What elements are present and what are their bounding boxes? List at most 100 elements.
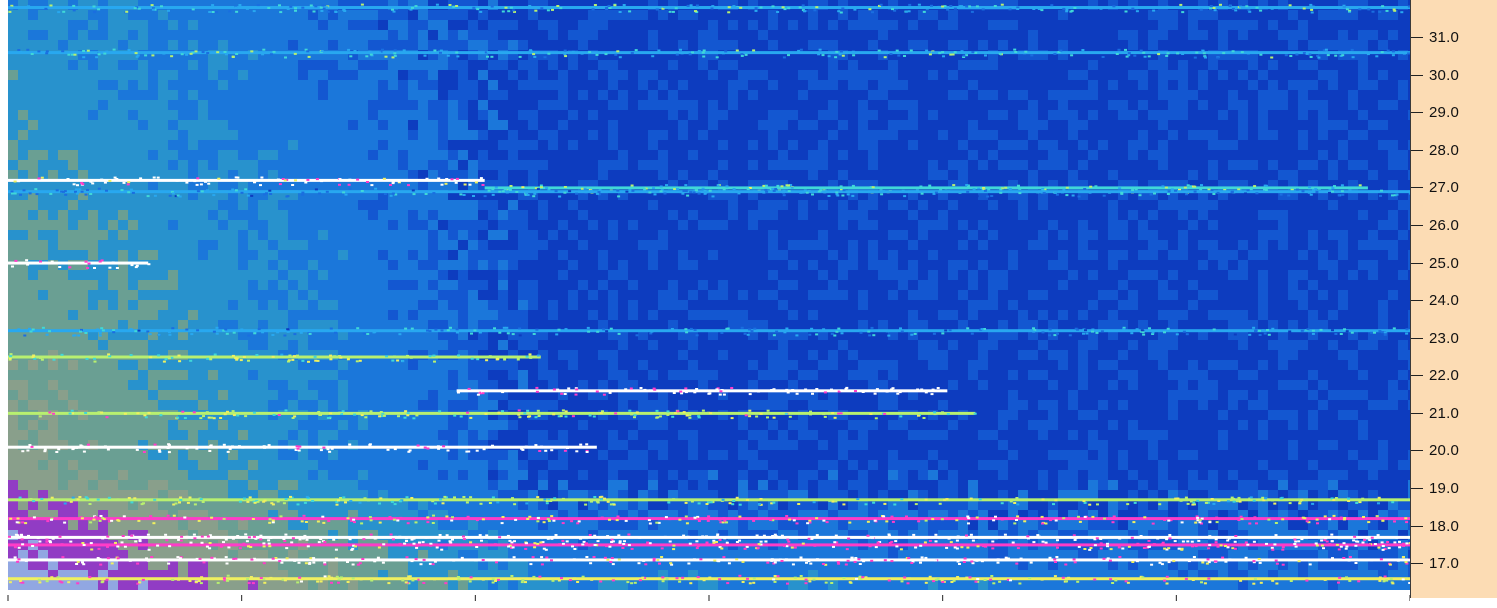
heatmap-cell	[428, 170, 438, 180]
heatmap-cell	[358, 310, 368, 320]
heatmap-cell	[128, 370, 138, 380]
heatmap-cell	[1058, 530, 1068, 540]
heatmap-cell	[218, 250, 228, 260]
heatmap-cell	[578, 180, 588, 190]
heatmap-cell	[918, 40, 928, 50]
heatmap-cell	[298, 330, 308, 340]
heatmap-cell	[378, 160, 388, 170]
heatmap-cell	[138, 90, 148, 100]
heatmap-cell	[868, 20, 878, 30]
heatmap-cell	[1048, 510, 1058, 520]
heatmap-cell	[768, 120, 778, 130]
heatmap-cell	[718, 350, 728, 360]
heatmap-cell	[168, 110, 178, 120]
heatmap-cell	[398, 520, 408, 530]
heatmap-cell	[278, 130, 288, 140]
heatmap-cell	[698, 220, 708, 230]
heatmap-cell	[398, 180, 408, 190]
heatmap-cell	[1328, 550, 1338, 560]
heatmap-cell	[118, 260, 128, 270]
heatmap-cell	[778, 330, 788, 340]
heatmap-cell	[1138, 130, 1148, 140]
heatmap-cell	[998, 280, 1008, 290]
heatmap-cell	[468, 560, 478, 570]
heatmap-cell	[1208, 360, 1218, 370]
heatmap-cell	[1108, 100, 1118, 110]
heatmap-cell	[88, 30, 98, 40]
heatmap-cell	[418, 10, 428, 20]
heatmap-cell	[208, 440, 218, 450]
heatmap-cell	[1078, 250, 1088, 260]
heatmap-cell	[558, 480, 568, 490]
heatmap-cell	[1208, 550, 1218, 560]
heatmap-cell	[828, 280, 838, 290]
heatmap-cell	[278, 250, 288, 260]
heatmap-cell	[918, 430, 928, 440]
heatmap-cell	[648, 200, 658, 210]
heatmap-cell	[818, 510, 828, 520]
heatmap-cell	[858, 70, 868, 80]
heatmap-cell	[68, 520, 78, 530]
heatmap-cell	[308, 420, 318, 430]
heatmap-cell	[1018, 120, 1028, 130]
heatmap-cell	[58, 510, 68, 520]
heatmap-cell	[328, 500, 338, 510]
heatmap-cell	[1178, 180, 1188, 190]
heatmap-cell	[88, 510, 98, 520]
heatmap-cell	[1368, 230, 1378, 240]
heatmap-cell	[1318, 530, 1328, 540]
heatmap-cell	[518, 550, 528, 560]
heatmap-cell	[138, 330, 148, 340]
heatmap-cell	[368, 190, 378, 200]
heatmap-cell	[868, 560, 878, 570]
heatmap-cell	[1028, 170, 1038, 180]
heatmap-cell	[388, 240, 398, 250]
heatmap-cell	[718, 310, 728, 320]
heatmap-cell	[388, 110, 398, 120]
heatmap-cell	[358, 150, 368, 160]
heatmap-cell	[1128, 180, 1138, 190]
heatmap-cell	[1308, 480, 1318, 490]
heatmap-cell	[188, 50, 198, 60]
heatmap-cell	[1028, 240, 1038, 250]
heatmap-cell	[1378, 40, 1388, 50]
heatmap-cell	[218, 450, 228, 460]
heatmap-cell	[1298, 110, 1308, 120]
heatmap-cell	[308, 490, 318, 500]
heatmap-cell	[648, 310, 658, 320]
heatmap-cell	[778, 350, 788, 360]
heatmap-cell	[378, 60, 388, 70]
heatmap-cell	[828, 560, 838, 570]
heatmap-cell	[378, 260, 388, 270]
heatmap-cell	[158, 150, 168, 160]
heatmap-cell	[18, 250, 28, 260]
heatmap-cell	[58, 90, 68, 100]
heatmap-cell	[948, 520, 958, 530]
heatmap-cell	[58, 370, 68, 380]
heatmap-cell	[258, 350, 268, 360]
heatmap-cell	[908, 320, 918, 330]
heatmap-cell	[848, 20, 858, 30]
heatmap-cell	[398, 490, 408, 500]
heatmap-cell	[298, 250, 308, 260]
heatmap-cell	[748, 520, 758, 530]
heatmap-cell	[98, 480, 108, 490]
heatmap-cell	[438, 480, 448, 490]
heatmap-cell	[498, 310, 508, 320]
heatmap-cell	[1318, 120, 1328, 130]
heatmap-cell	[1168, 560, 1178, 570]
heatmap-cell	[478, 250, 488, 260]
heatmap-cell	[438, 120, 448, 130]
heatmap-cell	[208, 210, 218, 220]
heatmap-cell	[38, 140, 48, 150]
heatmap-cell	[848, 480, 858, 490]
heatmap-cell	[1138, 100, 1148, 110]
heatmap-cell	[78, 500, 88, 510]
heatmap-cell	[1398, 460, 1408, 470]
heatmap-cell	[248, 490, 258, 500]
heatmap-cell	[508, 480, 518, 490]
heatmap-cell	[388, 560, 398, 570]
heatmap-cell	[648, 140, 658, 150]
heatmap-cell	[708, 20, 718, 30]
heatmap-cell	[988, 280, 998, 290]
